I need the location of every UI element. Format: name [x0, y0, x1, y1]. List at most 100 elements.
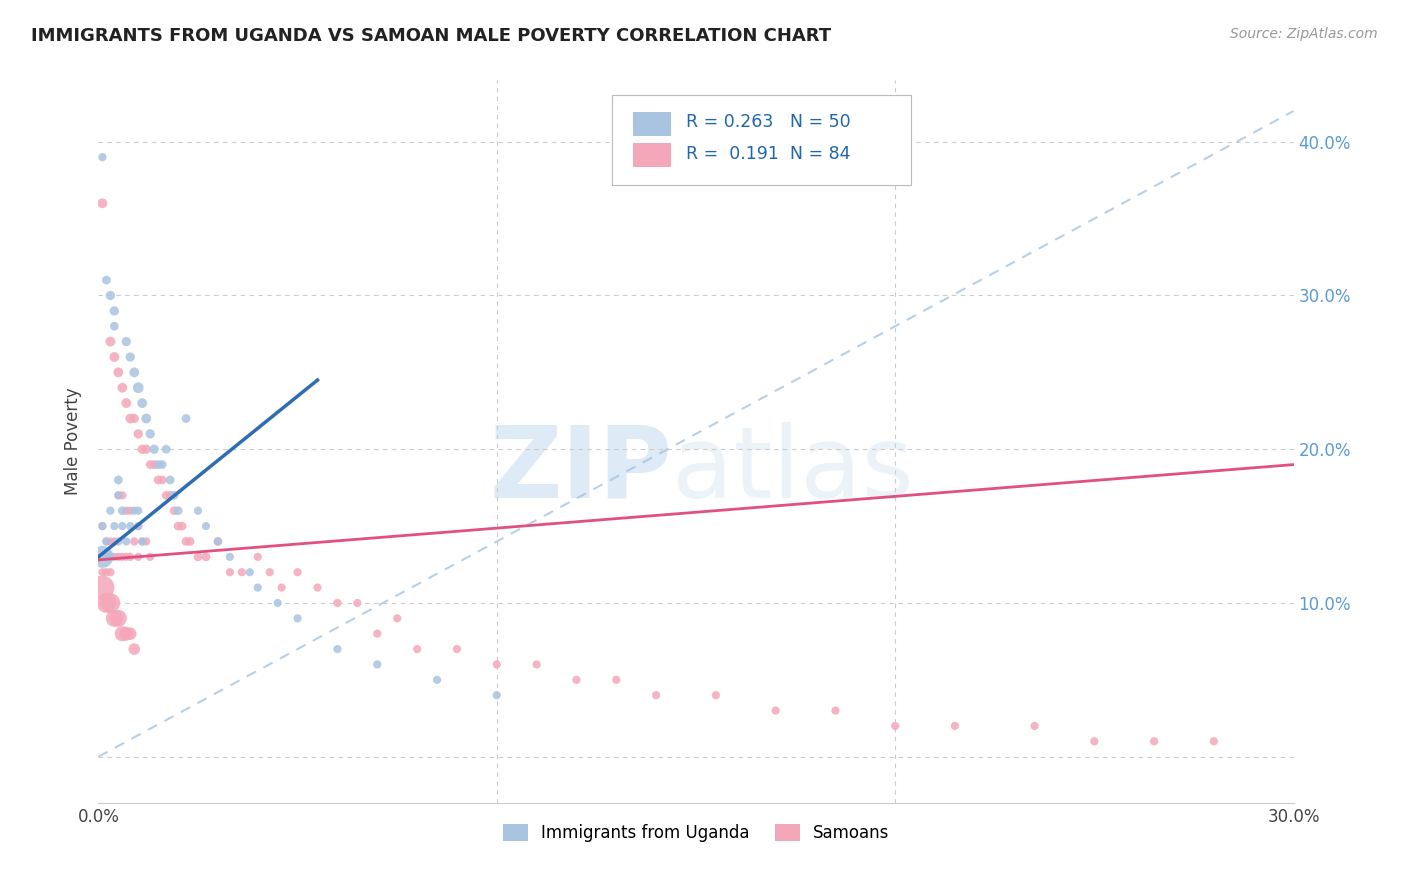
- Point: [107, 473, 129, 487]
- Point: [1202, 734, 1225, 748]
- Point: [107, 488, 129, 502]
- Point: [207, 534, 229, 549]
- Point: [111, 488, 134, 502]
- Point: [98, 288, 122, 302]
- Text: R = 0.263   N = 50: R = 0.263 N = 50: [686, 113, 851, 131]
- Point: [187, 504, 209, 518]
- Point: [124, 642, 146, 657]
- Point: [143, 442, 166, 457]
- Point: [246, 549, 269, 564]
- Point: [326, 596, 349, 610]
- Legend: Immigrants from Uganda, Samoans: Immigrants from Uganda, Samoans: [496, 817, 896, 848]
- Point: [98, 334, 122, 349]
- Point: [187, 549, 209, 564]
- Point: [195, 519, 218, 533]
- Point: [111, 519, 134, 533]
- Point: [167, 519, 190, 533]
- Point: [207, 534, 229, 549]
- Point: [259, 565, 281, 579]
- Point: [127, 504, 149, 518]
- Point: [485, 688, 508, 702]
- Point: [565, 673, 588, 687]
- Point: [131, 534, 153, 549]
- Point: [1024, 719, 1046, 733]
- Point: [135, 411, 157, 425]
- Point: [150, 458, 173, 472]
- Point: [143, 458, 166, 472]
- Point: [139, 549, 162, 564]
- Point: [91, 196, 114, 211]
- Point: [148, 458, 170, 472]
- Point: [155, 442, 177, 457]
- Point: [96, 273, 118, 287]
- Point: [120, 411, 142, 425]
- Point: [1083, 734, 1105, 748]
- Point: [98, 565, 122, 579]
- Point: [267, 596, 290, 610]
- Point: [159, 488, 181, 502]
- Text: Source: ZipAtlas.com: Source: ZipAtlas.com: [1230, 27, 1378, 41]
- Point: [485, 657, 508, 672]
- Point: [96, 565, 118, 579]
- Point: [120, 549, 142, 564]
- Point: [98, 534, 122, 549]
- Point: [111, 504, 134, 518]
- Point: [115, 334, 138, 349]
- Point: [163, 504, 186, 518]
- Point: [96, 534, 118, 549]
- Y-axis label: Male Poverty: Male Poverty: [65, 388, 83, 495]
- Point: [91, 565, 114, 579]
- Point: [111, 381, 134, 395]
- Point: [103, 549, 125, 564]
- Point: [765, 704, 787, 718]
- Point: [239, 565, 262, 579]
- Point: [326, 642, 349, 657]
- Point: [124, 534, 146, 549]
- Text: atlas: atlas: [672, 422, 914, 519]
- Point: [120, 504, 142, 518]
- Point: [174, 534, 197, 549]
- Point: [139, 426, 162, 441]
- Point: [120, 519, 142, 533]
- Point: [884, 719, 907, 733]
- Point: [91, 549, 114, 564]
- Point: [231, 565, 253, 579]
- Point: [346, 596, 368, 610]
- Point: [107, 611, 129, 625]
- Point: [150, 473, 173, 487]
- Point: [426, 673, 449, 687]
- Point: [124, 504, 146, 518]
- Point: [107, 534, 129, 549]
- Point: [127, 426, 149, 441]
- Point: [91, 519, 114, 533]
- Point: [127, 519, 149, 533]
- Point: [406, 642, 429, 657]
- Point: [943, 719, 966, 733]
- Text: R =  0.191  N = 84: R = 0.191 N = 84: [686, 145, 851, 163]
- Point: [120, 350, 142, 364]
- Point: [91, 519, 114, 533]
- Point: [98, 549, 122, 564]
- Point: [167, 504, 190, 518]
- Point: [96, 549, 118, 564]
- Point: [139, 458, 162, 472]
- Point: [91, 581, 114, 595]
- Point: [366, 626, 388, 640]
- Point: [287, 611, 309, 625]
- Point: [135, 534, 157, 549]
- Point: [179, 534, 201, 549]
- Point: [103, 534, 125, 549]
- Point: [98, 504, 122, 518]
- Text: IMMIGRANTS FROM UGANDA VS SAMOAN MALE POVERTY CORRELATION CHART: IMMIGRANTS FROM UGANDA VS SAMOAN MALE PO…: [31, 27, 831, 45]
- Point: [115, 626, 138, 640]
- Point: [115, 396, 138, 410]
- Point: [107, 488, 129, 502]
- Point: [824, 704, 846, 718]
- Point: [98, 596, 122, 610]
- Point: [195, 549, 218, 564]
- Point: [645, 688, 668, 702]
- Point: [91, 150, 114, 164]
- Point: [446, 642, 468, 657]
- Point: [107, 549, 129, 564]
- Point: [115, 534, 138, 549]
